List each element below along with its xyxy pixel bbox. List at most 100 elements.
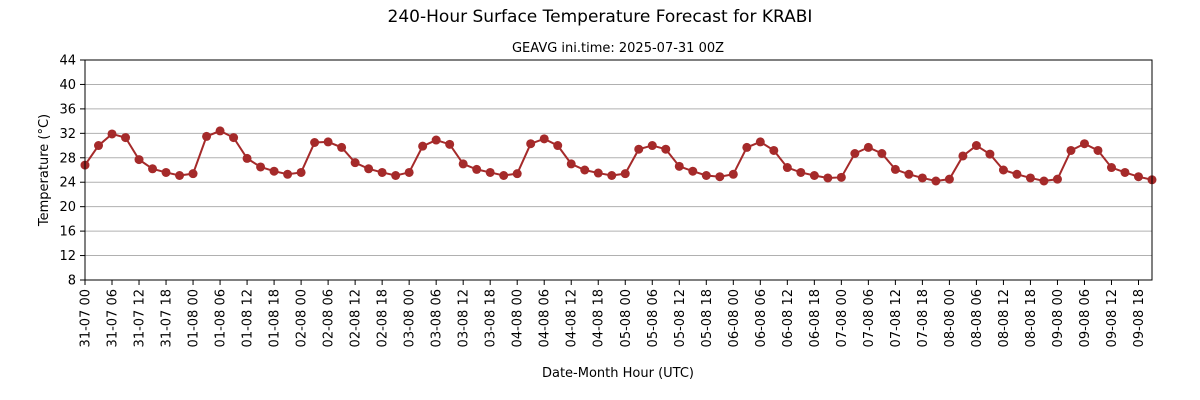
y-tick-label: 20	[59, 200, 76, 215]
temperature-point	[1012, 169, 1022, 179]
chart-subtitle: GEAVG ini.time: 2025-07-31 00Z	[512, 41, 724, 56]
x-axis: 31-07 00 31-07 06 31-07 12 31-07 18 01-08 00…	[79, 280, 1147, 347]
temperature-point	[944, 174, 954, 184]
temperature-point	[931, 176, 941, 186]
temperature-point	[823, 173, 833, 183]
x-tick-label: 04-08 00	[511, 289, 526, 347]
temperature-point	[431, 135, 441, 145]
temperature-point	[1133, 172, 1143, 182]
temperature-point	[404, 167, 414, 177]
x-tick-label: 31-07 12	[133, 289, 148, 347]
temperature-point	[634, 144, 644, 154]
temperature-point	[458, 159, 468, 169]
y-tick-label: 44	[59, 54, 76, 69]
x-tick-label: 31-07 06	[106, 289, 121, 347]
temperature-point	[998, 165, 1008, 175]
x-tick-label: 05-08 18	[700, 289, 715, 347]
series-group	[80, 126, 1157, 186]
x-tick-label: 01-08 00	[187, 289, 202, 347]
x-tick-label: 08-08 06	[970, 289, 985, 347]
x-tick-label: 08-08 12	[997, 289, 1012, 347]
x-tick-label: 04-08 12	[565, 289, 580, 347]
y-tick-label: 8	[68, 274, 76, 289]
temperature-point	[728, 169, 738, 179]
x-tick-label: 01-08 12	[241, 289, 256, 347]
temperature-point	[917, 173, 927, 183]
x-tick-label: 05-08 12	[673, 289, 688, 347]
temperature-point	[958, 151, 968, 161]
temperature-point	[1025, 173, 1035, 183]
temperature-point	[715, 172, 725, 182]
x-tick-label: 01-08 18	[268, 289, 283, 347]
temperature-point	[1052, 174, 1062, 184]
x-tick-label: 09-08 12	[1105, 289, 1120, 347]
x-tick-label: 02-08 18	[376, 289, 391, 347]
temperature-point	[769, 145, 779, 155]
x-tick-label: 03-08 00	[403, 289, 418, 347]
temperature-point	[148, 164, 158, 174]
x-tick-label: 01-08 06	[214, 289, 229, 347]
temperature-point	[863, 142, 873, 152]
temperature-point	[512, 169, 522, 179]
temperature-point	[323, 137, 333, 147]
x-tick-label: 03-08 18	[484, 289, 499, 347]
x-tick-label: 03-08 06	[430, 289, 445, 347]
temperature-point	[890, 164, 900, 174]
temperature-point	[661, 144, 671, 154]
temperature-point	[364, 164, 374, 174]
y-axis: 8 12 16 20 24 28 32 36 40 44	[59, 54, 85, 289]
x-tick-label: 06-08 18	[808, 289, 823, 347]
temperature-point	[499, 171, 509, 180]
temperature-point	[337, 142, 347, 152]
x-axis-label: Date-Month Hour (UTC)	[542, 366, 694, 381]
temperature-point	[850, 149, 860, 158]
x-tick-label: 02-08 00	[295, 289, 310, 347]
temperature-point	[269, 166, 279, 176]
x-tick-label: 07-08 06	[862, 289, 877, 347]
temperature-point	[121, 133, 131, 143]
y-tick-label: 12	[59, 249, 76, 264]
y-axis-label: Temperature (°C)	[37, 114, 52, 227]
temperature-point	[607, 171, 617, 180]
temperature-point	[1039, 176, 1049, 186]
x-tick-label: 07-08 00	[835, 289, 850, 347]
temperature-point	[526, 139, 536, 149]
x-tick-label: 02-08 12	[349, 289, 364, 347]
x-tick-label: 08-08 00	[943, 289, 958, 347]
x-tick-label: 09-08 00	[1051, 289, 1066, 347]
temperature-point	[1106, 163, 1116, 173]
y-tick-label: 16	[59, 225, 76, 240]
x-tick-label: 31-07 18	[160, 289, 175, 347]
temperature-point	[971, 141, 981, 151]
plot-frame	[84, 59, 1153, 281]
temperature-point	[188, 169, 198, 179]
x-tick-label: 09-08 18	[1132, 289, 1147, 347]
temperature-point	[256, 162, 266, 172]
temperature-point	[1120, 167, 1130, 177]
y-tick-label: 24	[59, 176, 76, 191]
temperature-point	[242, 153, 252, 163]
temperature-point	[593, 168, 603, 178]
temperature-point	[229, 133, 239, 143]
temperature-point	[674, 161, 684, 171]
temperature-point	[1079, 139, 1089, 149]
temperature-point	[566, 159, 576, 169]
temperature-point	[134, 155, 144, 165]
temperature-point	[472, 164, 482, 174]
temperature-point	[539, 134, 549, 144]
temperature-point	[418, 141, 428, 151]
y-tick-label: 28	[59, 151, 76, 166]
x-tick-label: 05-08 06	[646, 289, 661, 347]
temperature-point	[836, 172, 846, 182]
chart-title: 240-Hour Surface Temperature Forecast fo…	[388, 7, 813, 27]
x-tick-label: 05-08 00	[619, 289, 634, 347]
temperature-point	[215, 126, 225, 136]
temperature-point	[877, 149, 887, 158]
temperature-point	[985, 149, 995, 159]
x-tick-label: 08-08 18	[1024, 289, 1039, 347]
temperature-point	[620, 169, 630, 179]
temperature-point	[580, 165, 590, 175]
y-grid	[85, 59, 1152, 281]
y-tick-label: 36	[59, 102, 76, 117]
